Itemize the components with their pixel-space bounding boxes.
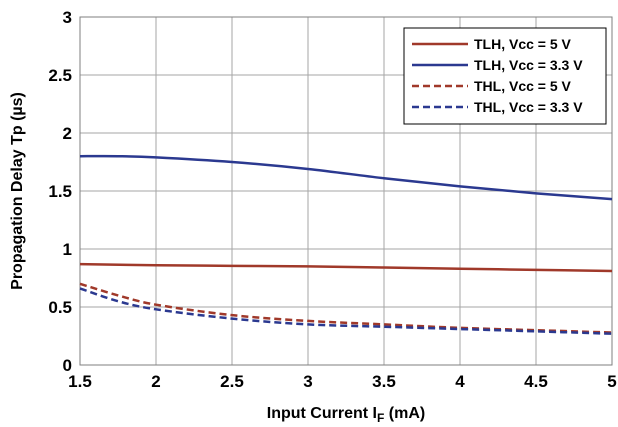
plot-area-frame: [79, 16, 613, 366]
y-axis-label: Propagation Delay Tp (µs): [9, 92, 26, 290]
series-layer: [79, 154, 613, 335]
x-tick-label: 3.5: [372, 372, 396, 391]
legend-label-2: TLH, Vcc = 3.3 V: [474, 57, 583, 73]
y-tick-label: 2: [63, 124, 72, 143]
y-tick-labels: 0 0.5 1 1.5 2 2.5 3: [48, 8, 72, 375]
y-tick-label: 0: [63, 356, 72, 375]
legend-label-4: THL, Vcc = 3.3 V: [474, 99, 583, 115]
legend: TLH, Vcc = 5 V TLH, Vcc = 3.3 V THL, Vcc =…: [403, 27, 607, 125]
series-line-2: [79, 154, 613, 201]
x-tick-label: 5: [607, 372, 616, 391]
x-tick-label: 3: [303, 372, 312, 391]
x-tick-labels: 1.5 2 2.5 3 3.5 4 4.5 5: [68, 372, 617, 391]
x-tick-label: 1.5: [68, 372, 92, 391]
x-tick-label: 2.5: [220, 372, 244, 391]
x-axis-label-subscript: F: [377, 411, 384, 425]
y-tick-label: 0.5: [48, 298, 72, 317]
x-axis-label-main: Input Current I: [267, 405, 377, 422]
x-tick-label: 4.5: [524, 372, 548, 391]
y-tick-label: 2.5: [48, 66, 72, 85]
y-tick-label: 3: [63, 8, 72, 27]
legend-label-3: THL, Vcc = 5 V: [474, 78, 572, 94]
x-axis-label-unit: (mA): [384, 405, 425, 422]
series-line-4: [79, 287, 613, 335]
y-tick-label: 1.5: [48, 182, 72, 201]
y-tick-label: 1: [63, 240, 72, 259]
x-axis-label: Input Current IF (mA): [267, 405, 425, 425]
legend-label-1: TLH, Vcc = 5 V: [474, 36, 572, 52]
series-line-1: [79, 262, 613, 273]
x-tick-label: 4: [455, 372, 465, 391]
x-tick-label: 2: [151, 372, 160, 391]
